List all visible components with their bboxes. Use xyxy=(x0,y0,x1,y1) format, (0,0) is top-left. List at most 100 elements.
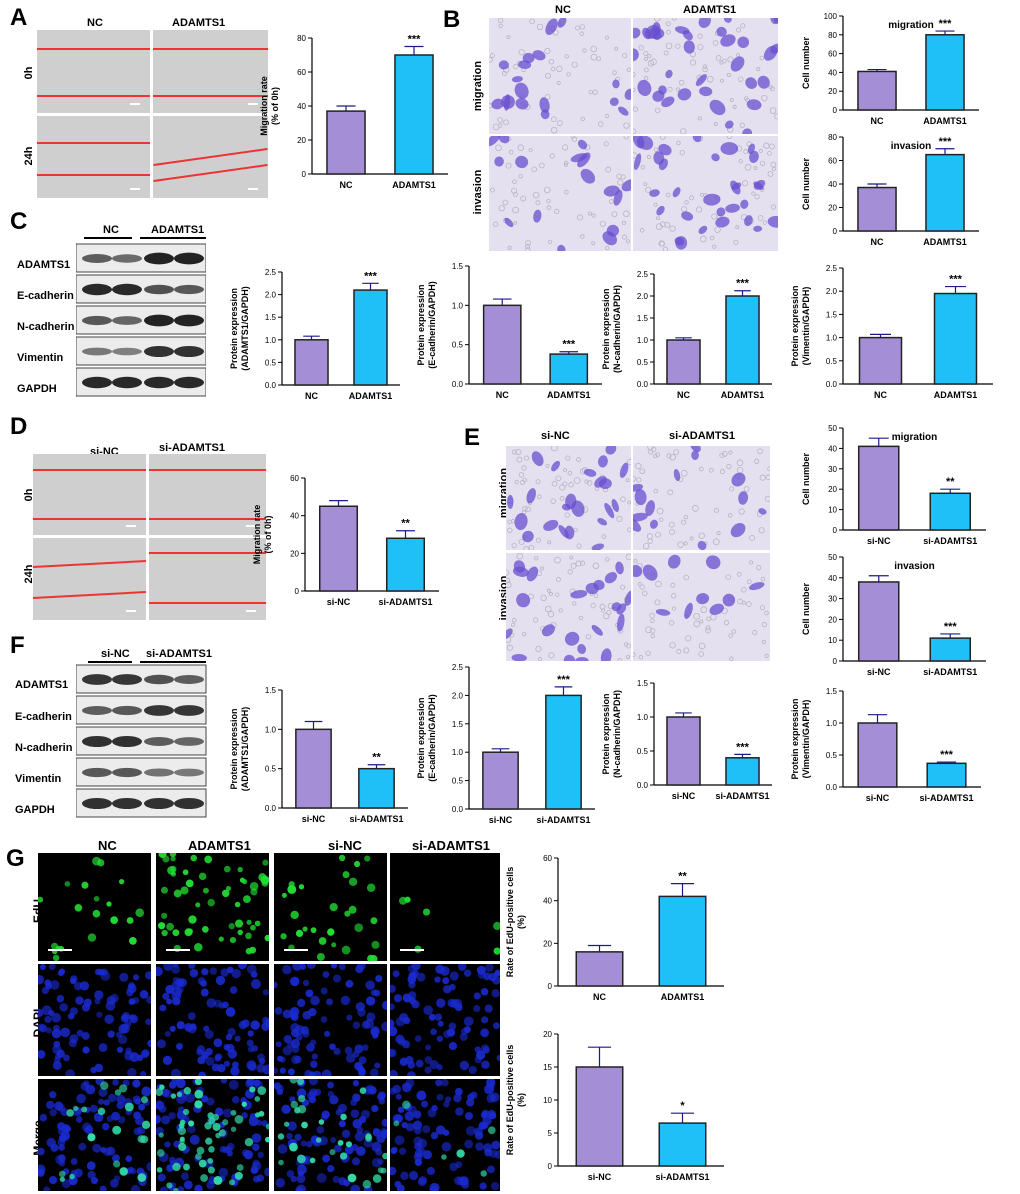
stained-cell xyxy=(633,518,642,532)
bar xyxy=(858,336,903,385)
stained-cell xyxy=(594,476,607,488)
bar-chart-f1: 0.0 0.5 1.0 1.5 Protein expression(ADAMTS1/G… xyxy=(229,686,408,824)
significance-label: ** xyxy=(372,752,381,764)
stained-cell xyxy=(598,455,608,468)
stained-cell xyxy=(570,590,588,599)
blot-band xyxy=(112,316,142,325)
stained-cell xyxy=(611,602,622,611)
x-tick-label: si-NC xyxy=(866,793,890,803)
y-axis-label: Protein expression(E-cadherin/GAPDH) xyxy=(416,694,437,782)
significance-label: *** xyxy=(408,34,422,46)
stained-cell xyxy=(634,489,647,506)
x-tick-label: si-NC xyxy=(672,791,696,801)
blot-band xyxy=(174,284,204,295)
significance-label: ** xyxy=(678,871,687,883)
x-tick-label: NC xyxy=(871,116,884,126)
bar xyxy=(725,757,760,786)
y-tick-label: 20 xyxy=(543,1030,552,1039)
blot-band xyxy=(82,315,112,326)
y-tick-label: 0 xyxy=(833,227,838,236)
stained-cell xyxy=(703,193,721,206)
bar-chart-g1: 0 20 40 60 Rate of EdU-positive cells(%) NC AD… xyxy=(505,854,724,1002)
stained-cell xyxy=(658,85,667,95)
x-tick-label: NC xyxy=(871,237,884,247)
panel-a-col-adamts1: ADAMTS1 xyxy=(172,17,226,29)
y-tick-label: 30 xyxy=(828,595,837,604)
stained-cell xyxy=(498,60,509,70)
y-axis-label: Protein expression(Vimentin/GAPDH) xyxy=(790,698,811,779)
significance-label: *** xyxy=(736,741,750,753)
stained-cell xyxy=(642,564,658,581)
stained-cell xyxy=(511,76,523,83)
y-tick-label: 2.0 xyxy=(637,292,649,301)
stained-cell xyxy=(711,153,720,162)
panel-c-group-adamts1: ADAMTS1 xyxy=(151,224,205,236)
y-tick-label: 60 xyxy=(828,157,837,166)
panel-f-row-ncadherin: N-cadherin xyxy=(15,742,73,754)
stained-cell xyxy=(705,555,721,570)
dapi-image-sinc xyxy=(274,964,387,1076)
stained-cell xyxy=(695,74,707,87)
x-tick-label: si-ADAMTS1 xyxy=(349,814,403,824)
stained-cell xyxy=(653,151,665,165)
western-blot-c xyxy=(76,243,206,397)
blot-band xyxy=(82,283,112,296)
y-axis-label: Cell number xyxy=(801,453,811,506)
stained-cell xyxy=(494,156,504,167)
x-tick-label: ADAMTS1 xyxy=(349,391,393,401)
western-blot-f xyxy=(76,664,207,818)
significance-label: *** xyxy=(939,136,953,148)
bar xyxy=(385,537,426,592)
blot-band xyxy=(112,705,142,716)
y-tick-label: 30 xyxy=(828,465,837,474)
stained-cell xyxy=(591,543,605,550)
y-tick-label: 0 xyxy=(833,657,838,666)
blot-band xyxy=(82,767,112,778)
stained-cell xyxy=(649,519,658,529)
stained-cell xyxy=(580,168,596,184)
bar-chart-f4: 0.0 0.5 1.0 1.5 Protein expression(Vimentin/… xyxy=(790,687,981,803)
panel-g-col-sinc: si-NC xyxy=(328,838,362,853)
panel-b-col-nc: NC xyxy=(555,4,571,16)
x-tick-label: NC xyxy=(340,180,353,190)
stained-cell xyxy=(514,82,529,100)
panel-c-group-line-nc xyxy=(84,237,132,239)
bar xyxy=(725,295,760,385)
stained-cell xyxy=(615,561,624,575)
y-tick-label: 1.0 xyxy=(637,713,649,722)
stained-cell xyxy=(698,18,711,28)
wound-image-adamts1-0h xyxy=(153,30,268,113)
blot-band xyxy=(82,706,112,715)
stained-cell xyxy=(504,217,514,228)
y-tick-label: 2.0 xyxy=(826,287,838,296)
stained-cell xyxy=(757,75,770,89)
y-tick-label: 1.5 xyxy=(452,720,464,729)
y-tick-label: 0 xyxy=(833,526,838,535)
bar-chart-b2: 0 20 40 60 80 Cell number NC ADAMTS1 *** invasion xyxy=(801,133,979,247)
merge-image-nc xyxy=(38,1079,151,1191)
y-tick-label: 0.5 xyxy=(637,358,649,367)
chart-title: invasion xyxy=(894,561,935,572)
x-tick-label: ADAMTS1 xyxy=(721,390,765,400)
significance-label: ** xyxy=(946,476,955,488)
y-tick-label: 0 xyxy=(833,106,838,115)
stained-cell xyxy=(531,451,544,467)
bar xyxy=(545,694,582,810)
stained-cell xyxy=(526,566,539,582)
bar xyxy=(482,751,519,810)
stained-cell xyxy=(545,18,558,35)
y-tick-label: 0.0 xyxy=(826,380,838,389)
bar xyxy=(925,153,965,232)
stained-cell xyxy=(558,524,569,539)
x-tick-label: si-NC xyxy=(867,667,891,677)
blot-band xyxy=(174,345,204,358)
panel-letter-a: A xyxy=(10,4,28,31)
stained-cell xyxy=(491,98,504,110)
y-tick-label: 10 xyxy=(828,506,837,515)
y-axis-label: Protein expression(Vimentin/GAPDH) xyxy=(790,285,811,366)
bar xyxy=(575,951,624,987)
y-tick-label: 2.0 xyxy=(452,691,464,700)
bar-chart-c1: 0.0 0.5 1.0 1.5 2.0 2.5 Protein expression(ADA… xyxy=(229,268,400,401)
panel-b-col-adamts1: ADAMTS1 xyxy=(683,4,737,16)
stained-cell xyxy=(731,182,742,190)
